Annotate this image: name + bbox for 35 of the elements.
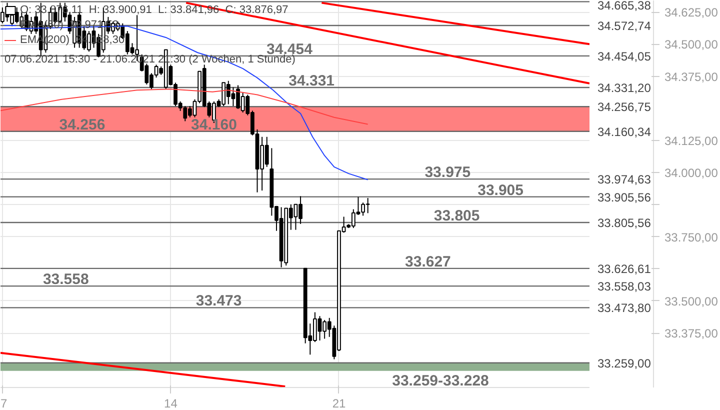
y-tick-label: 34.000,00	[664, 166, 718, 180]
y-tick-label: 34.500,00	[664, 38, 718, 52]
y-tick-label: 33.500,00	[664, 294, 718, 308]
annotation: 34.256	[59, 116, 106, 134]
ref-line-label: 33.259,00	[598, 356, 652, 370]
annotation: 33.259-33.228	[392, 372, 489, 390]
ref-line-label: 34.331,20	[598, 81, 652, 96]
y-tick-label: 33.375,00	[664, 326, 718, 341]
ref-line-label: 33.473,80	[598, 301, 652, 316]
annotation: 34.331	[288, 72, 335, 90]
ref-line-label: 33.974,63	[598, 172, 652, 187]
ref-line-label: 34.256,75	[598, 100, 652, 114]
ref-line-label: 33.905,56	[598, 190, 652, 204]
annotation: 33.905	[478, 182, 524, 199]
ref-line-label: 34.572,74	[598, 18, 652, 33]
ref-line-label: 33.805,56	[598, 216, 652, 230]
annotation: 34.160	[191, 116, 237, 134]
legend-label: EMA(50) 33.971,53	[20, 19, 118, 31]
ref-line-label: 34.160,34	[598, 124, 652, 139]
ref-line-label: 34.665,38	[598, 0, 652, 12]
annotation: 33.558	[42, 271, 89, 288]
x-tick-label: 21	[332, 396, 346, 410]
y-tick-label: 34.375,00	[664, 70, 718, 84]
y-tick-label: 34.625,00	[664, 6, 718, 20]
x-tick-label: 14	[164, 396, 178, 410]
annotation: 33.473	[196, 292, 242, 310]
annotation: 33.805	[434, 207, 480, 224]
ref-line-label: 34.454,05	[598, 49, 652, 64]
ref-line-label: 33.626,61	[598, 262, 652, 276]
y-tick-label: 34.125,00	[664, 134, 718, 148]
y-tick-label: 33.750,00	[664, 230, 718, 244]
annotation: 33.975	[424, 164, 471, 182]
annotation: 33.627	[405, 253, 451, 270]
ref-line-label: 33.558,03	[598, 280, 652, 294]
x-tick-label: 7	[0, 396, 8, 410]
